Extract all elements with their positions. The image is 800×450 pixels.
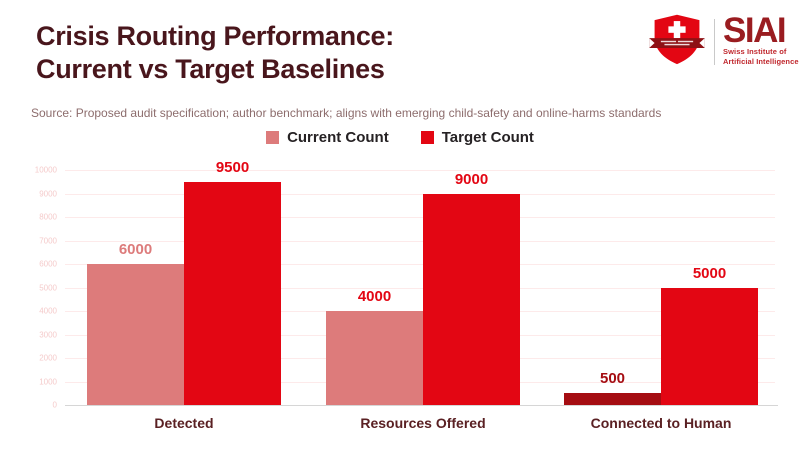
bar-target [423, 193, 520, 405]
target-count-swatch [420, 131, 434, 144]
y-tick-label: 5000 [39, 283, 57, 292]
legend-label-current: Current Count [287, 129, 389, 146]
legend-item-current: Current Count [266, 129, 389, 146]
bar-group: 4000 9000 [326, 170, 520, 405]
value-label: 4000 [357, 288, 392, 305]
y-tick-label: 8000 [39, 212, 57, 222]
gridline [65, 170, 775, 171]
category-label: Detected [154, 415, 214, 431]
plot-area: 0 1000 2000 3000 4000 5000 6000 7000 8000 9000 100… [35, 159, 778, 431]
bar-current [564, 393, 661, 405]
gridline [65, 240, 775, 242]
bar-current [87, 264, 184, 405]
siai-shield-icon [648, 13, 706, 70]
gridline [65, 287, 775, 289]
page-title: Crisis Routing Performance: Current vs T… [36, 20, 394, 87]
legend-item-target: Target Count [420, 129, 534, 146]
title-line-1: Crisis Routing Performance: [36, 21, 394, 51]
category-label: Connected to Human [590, 415, 732, 431]
siai-logo: SIAI Swiss Institute of Artificial Intel… [648, 13, 799, 70]
value-label: 9500 [215, 158, 250, 176]
logo-acronym: SIAI [723, 11, 787, 51]
y-tick-label: 0 [52, 400, 57, 410]
logo-name-line-1: Swiss Institute of [723, 47, 787, 57]
legend-label-target: Target Count [441, 129, 534, 146]
value-label: 500 [599, 370, 626, 388]
gridline [65, 264, 775, 265]
bar-group: 500 5000 [564, 170, 758, 405]
value-label: 9000 [454, 170, 489, 188]
gridline [65, 217, 775, 218]
bar-target [661, 287, 758, 405]
x-axis-line [65, 405, 778, 406]
source-note: Source: Proposed audit specification; au… [31, 106, 662, 120]
gridline [65, 193, 775, 195]
category-label: Resources Offered [360, 415, 486, 431]
bar-target [184, 181, 281, 405]
logo-text: SIAI Swiss Institute of Artificial Intel… [723, 11, 799, 66]
y-tick-label: 4000 [39, 306, 57, 316]
y-tick-label: 6000 [39, 259, 57, 269]
y-tick-label: 10000 [34, 165, 57, 175]
chart-legend: Current Count Target Count [0, 129, 800, 146]
logo-name-line-2: Artificial Intelligence [723, 56, 799, 66]
bar-current [326, 311, 423, 405]
y-tick-label: 2000 [39, 353, 57, 363]
y-tick-label: 9000 [39, 189, 57, 198]
y-tick-label: 1000 [39, 377, 57, 386]
bar-group: 6000 9500 [87, 159, 281, 405]
y-tick-label: 7000 [39, 236, 57, 245]
value-label: 5000 [692, 264, 727, 282]
logo-divider [714, 18, 715, 65]
title-line-2: Current vs Target Baselines [36, 54, 385, 85]
value-label: 6000 [118, 241, 153, 258]
y-tick-label: 3000 [39, 330, 57, 339]
current-count-swatch [266, 131, 280, 144]
